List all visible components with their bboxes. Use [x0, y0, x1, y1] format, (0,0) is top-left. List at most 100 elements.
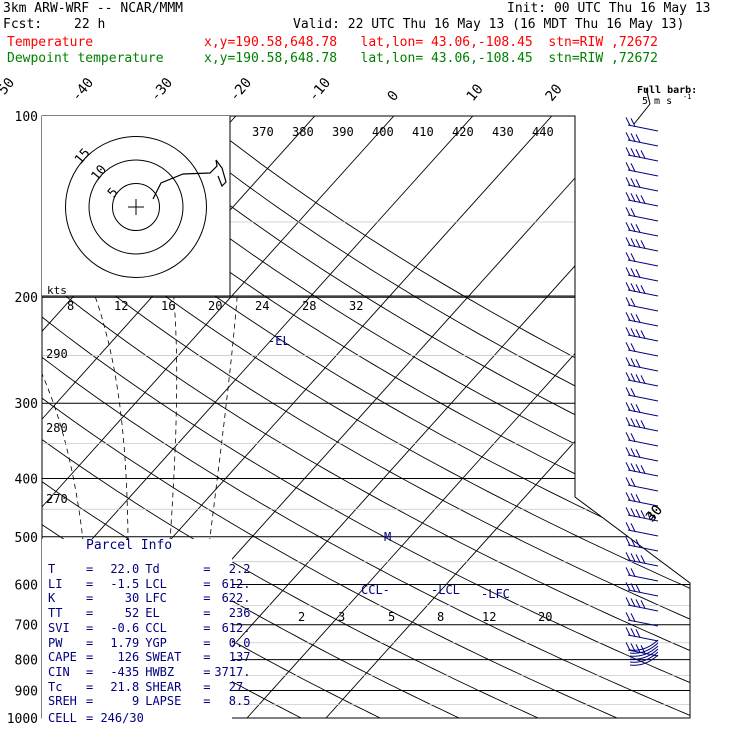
theta-label: 290 — [46, 347, 68, 361]
parcel-value: 137 — [228, 650, 251, 665]
wind-barb-flag — [635, 284, 641, 293]
wind-barb-flag — [625, 342, 631, 351]
wind-barb — [625, 492, 659, 507]
hodograph-speed-label: 8 — [67, 299, 74, 313]
parcel-label: CCL — [145, 620, 167, 635]
hodograph-ring — [65, 136, 207, 278]
wind-barb-flag — [630, 193, 636, 202]
wind-barb-flag — [630, 118, 636, 127]
wind-barb-staff — [627, 124, 659, 132]
wind-barb-flag — [635, 134, 641, 143]
wind-barb-staff — [627, 424, 659, 432]
wind-barb-flag — [635, 269, 641, 278]
wind-barb-flag — [630, 493, 636, 502]
parcel-value: 0.0 — [228, 635, 251, 650]
wind-barb — [625, 387, 659, 402]
parcel-value: 21.8 — [110, 679, 140, 694]
hodograph-ring — [88, 159, 184, 255]
wind-barb-flag — [635, 149, 641, 158]
wind-barb-flag — [630, 553, 636, 562]
parcel-label: SHEAR — [145, 679, 182, 694]
wind-barb-staff — [627, 499, 659, 507]
wind-barb — [625, 282, 659, 297]
parcel-value: 126 — [117, 650, 140, 665]
parcel-row: SVI = -0.6 CCL = 612. — [48, 621, 250, 636]
wind-barb-staff — [627, 229, 659, 237]
parcel-equals: = — [203, 694, 211, 709]
parcel-row: T = 22.0 Td = 2.2 — [48, 562, 250, 577]
hodograph-speed-label: 12 — [114, 299, 128, 313]
wind-barb-staff — [627, 559, 659, 567]
wind-barb-staff — [627, 184, 659, 192]
wind-barb-staff — [627, 154, 659, 162]
wind-barb-staff — [627, 304, 659, 312]
parcel-label: T — [48, 562, 56, 576]
wind-barb — [625, 582, 659, 597]
parcel-equals: = — [86, 620, 94, 635]
parcel-value: 8.5 — [228, 694, 251, 709]
pressure-tick-label: 700 — [15, 619, 38, 634]
wind-barb-flag — [630, 628, 636, 637]
pressure-tick-label: 600 — [15, 578, 38, 593]
wind-barb-flag — [625, 207, 631, 216]
wind-barb-flag — [625, 267, 631, 276]
wind-barb-flag — [635, 419, 641, 428]
wind-barb-staff — [627, 514, 659, 522]
wind-barb-flag — [625, 567, 631, 576]
dry-adiabat — [42, 116, 690, 718]
level-annotations: -EL M CCL- -LCL -LFC — [268, 334, 510, 601]
parcel-value: -1.5 — [110, 576, 140, 591]
wind-barb — [625, 297, 659, 312]
wind-barb-flag — [635, 554, 641, 563]
isotherm-label: -50 — [0, 75, 18, 105]
dry-adiabat — [42, 116, 690, 718]
forecast-label: Fcst: — [3, 17, 43, 32]
wind-barb-flag — [640, 555, 646, 564]
wind-barb-flag — [640, 420, 646, 429]
cell-value: 246/30 — [100, 711, 144, 725]
dry-adiabat — [157, 116, 690, 718]
parcel-value: 22.0 — [110, 562, 140, 576]
wind-barb-flag — [625, 522, 631, 531]
wind-barb-flag — [625, 402, 631, 411]
wind-barb-flag — [625, 597, 631, 606]
wind-barb — [625, 162, 659, 177]
wind-barb-flag — [630, 523, 636, 532]
wind-barb-flag — [625, 357, 631, 366]
wind-barb-flag — [635, 374, 641, 383]
wind-barb-flag — [630, 298, 636, 307]
wind-barb-flag — [640, 375, 646, 384]
wind-barb-staff — [627, 484, 659, 492]
wind-barb — [625, 252, 659, 267]
wind-barb-staff — [627, 394, 659, 402]
parcel-label: TT — [48, 606, 63, 621]
hodograph-speed-label: 28 — [302, 299, 316, 313]
pressure-tick-label: 1000 — [7, 712, 38, 727]
level-annotation: -LCL — [431, 583, 460, 597]
barb-key-flag — [645, 87, 651, 105]
isotherm-label: -20 — [227, 75, 256, 105]
wind-barb-flag — [635, 359, 641, 368]
parcel-label: SREH — [48, 694, 77, 709]
dry-adiabat — [116, 116, 690, 718]
wind-barb-staff — [627, 169, 659, 177]
parcel-equals: = — [203, 620, 211, 635]
wind-barb-flag — [625, 387, 631, 396]
parcel-label: CAPE — [48, 650, 77, 665]
theta-label: 280 — [46, 421, 68, 435]
wind-barb-flag — [625, 117, 631, 126]
isotherm-line — [246, 116, 690, 718]
isotherm-label: -30 — [148, 75, 177, 105]
level-annotation: -LFC — [481, 587, 510, 601]
parcel-equals: = — [203, 679, 211, 694]
wind-barb-flag — [630, 148, 636, 157]
wind-barb-flag — [635, 494, 641, 503]
mixing-ratio-label: 8 — [437, 610, 444, 624]
hodograph-units-label: kts — [47, 284, 67, 297]
wind-barb-flag — [625, 162, 631, 171]
wind-barb-flag — [630, 268, 636, 277]
parcel-row: SREH = 9 LAPSE = 8.5 — [48, 694, 250, 709]
wind-barb-flag — [625, 177, 631, 186]
parcel-value: 612. — [221, 620, 251, 635]
